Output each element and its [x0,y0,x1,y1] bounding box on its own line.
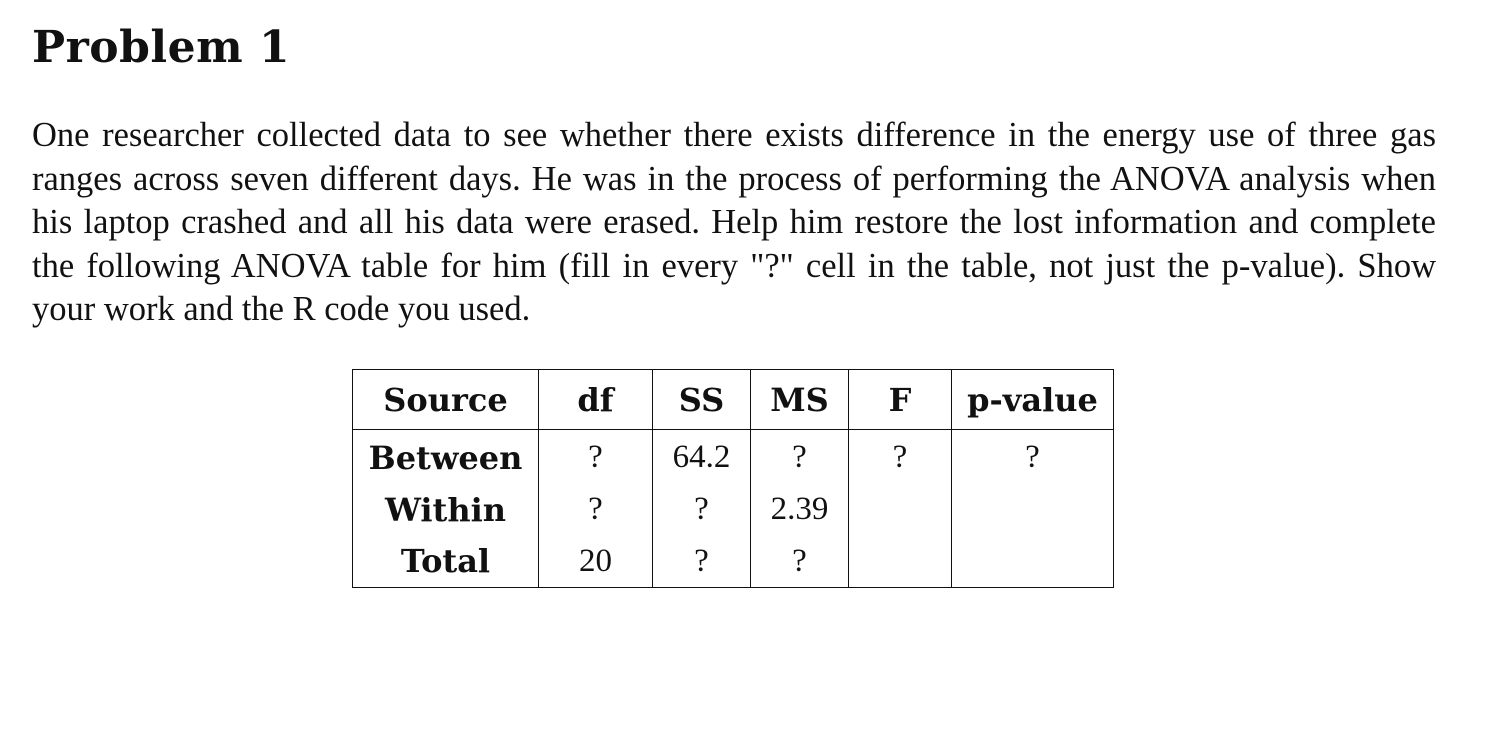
cell-total-f [848,535,952,588]
header-p-value: p-value [951,369,1114,430]
cell-between-f: ? [848,429,952,484]
table-row-between: Between ? 64.2 ? ? ? [352,429,1114,484]
cell-within-f [848,483,952,536]
table-row-total: Total 20 ? ? [352,535,1114,588]
cell-total-p-value [951,535,1114,588]
cell-within-df: ? [538,483,653,536]
table-header-row: Source df SS MS F p-value [352,369,1114,430]
row-label-between: Between [352,429,539,484]
cell-total-ms: ? [750,535,849,588]
cell-within-ms: 2.39 [750,483,849,536]
row-label-within: Within [352,483,539,536]
cell-between-ms: ? [750,429,849,484]
cell-within-ss: ? [652,483,751,536]
header-ss: SS [652,369,751,430]
anova-table: Source df SS MS F p-value Between ? 64.2… [352,369,1114,588]
header-f: F [848,369,952,430]
problem-statement: One researcher collected data to see whe… [32,116,1436,328]
row-label-total: Total [352,535,539,588]
cell-between-ss: 64.2 [652,429,751,484]
cell-between-p-value: ? [951,429,1114,484]
header-ms: MS [750,369,849,430]
cell-between-df: ? [538,429,653,484]
table-row-within: Within ? ? 2.39 [352,483,1114,536]
page-title: Problem 1 [32,22,291,73]
header-df: df [538,369,653,430]
header-source: Source [352,369,539,430]
cell-total-df: 20 [538,535,653,588]
cell-within-p-value [951,483,1114,536]
cell-total-ss: ? [652,535,751,588]
